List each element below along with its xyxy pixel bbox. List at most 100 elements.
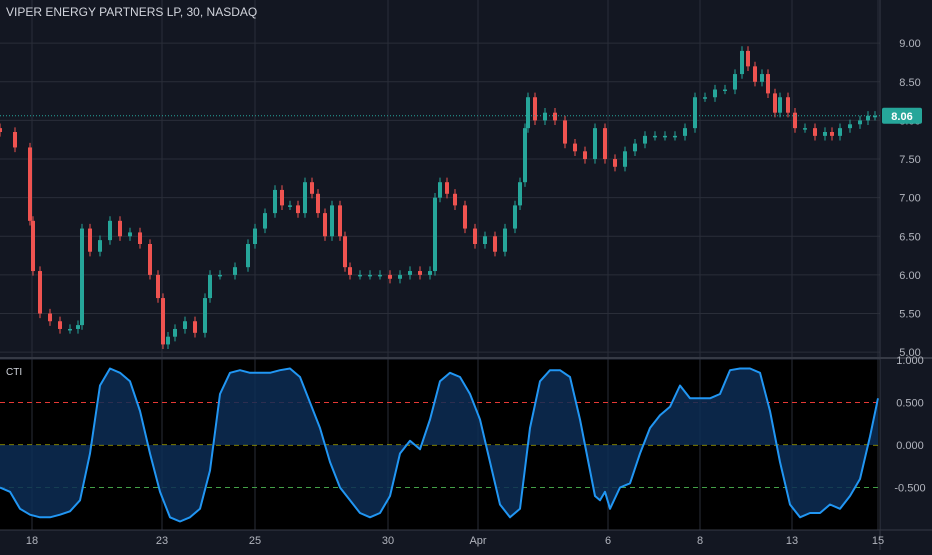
candle-body: [473, 228, 477, 244]
candle-body: [830, 132, 834, 136]
candle-body: [778, 97, 782, 113]
candle-body: [246, 244, 250, 268]
candle-body: [663, 135, 667, 138]
last-price-label: 8.06: [891, 111, 912, 123]
candle-body: [0, 128, 2, 132]
candle-body: [633, 143, 637, 152]
candle-body: [518, 182, 522, 206]
candle-body: [533, 97, 537, 121]
x-tick-label: Apr: [469, 535, 486, 547]
candle-body: [793, 112, 797, 129]
candle-body: [203, 298, 207, 333]
candle-body: [823, 132, 827, 136]
candle-body: [98, 240, 102, 252]
candle-body: [603, 128, 607, 160]
x-tick-label: 8: [697, 535, 703, 547]
indicator-label: CTI: [6, 367, 22, 378]
candle-body: [543, 112, 547, 121]
candle-body: [493, 236, 497, 252]
candle-body: [563, 120, 567, 144]
candle-body: [273, 189, 277, 214]
candle-body: [303, 182, 307, 214]
candle-body: [166, 336, 170, 345]
cti-indicator: [0, 367, 879, 523]
candle-body: [873, 115, 877, 118]
candle-body: [766, 74, 770, 94]
candle-body: [348, 267, 352, 275]
x-tick-label: 23: [156, 535, 168, 547]
candle-body: [108, 220, 112, 241]
candle-body: [593, 128, 597, 160]
price-tick-label: 6.00: [899, 270, 920, 282]
candle-body: [786, 97, 790, 113]
candle-body: [343, 236, 347, 268]
cti-area-fill: [0, 368, 878, 522]
candle-body: [773, 93, 777, 113]
candle-body: [358, 274, 362, 277]
candle-body: [583, 151, 587, 160]
candle-body: [713, 89, 717, 98]
candle-body: [161, 298, 165, 345]
price-tick-label: 6.50: [899, 231, 920, 243]
candle-body: [723, 89, 727, 92]
candle-body: [173, 328, 177, 337]
candle-body: [513, 205, 517, 229]
price-tick-label: 5.50: [899, 309, 920, 321]
candle-body: [76, 325, 80, 329]
price-tick-label: 5.00: [899, 347, 920, 359]
candle-body: [233, 267, 237, 275]
x-tick-label: 13: [786, 535, 798, 547]
candle-body: [418, 271, 422, 275]
candle-body: [526, 97, 530, 129]
price-tick-label: 7.50: [899, 154, 920, 166]
cti-line: [0, 367, 879, 523]
candle-body: [553, 112, 557, 121]
candle-body: [433, 197, 437, 272]
candle-body: [408, 271, 412, 275]
candle-body: [813, 128, 817, 136]
axes: 18232530Apr6813159.008.508.007.507.006.5…: [26, 38, 926, 547]
candle-body: [296, 205, 300, 214]
x-tick-label: 6: [605, 535, 611, 547]
candle-body: [183, 321, 187, 329]
candle-body: [388, 274, 392, 279]
candle-body: [368, 274, 372, 277]
cti-tick-label: 0.500: [896, 398, 924, 410]
price-tick-label: 9.00: [899, 38, 920, 50]
candle-body: [253, 228, 257, 244]
candle-body: [760, 74, 764, 82]
candle-body: [156, 274, 160, 299]
x-tick-label: 15: [872, 535, 884, 547]
last-price-badge: [882, 107, 922, 124]
candle-body: [803, 128, 807, 130]
candle-body: [58, 321, 62, 329]
candle-body: [643, 135, 647, 144]
candle-body: [428, 271, 432, 275]
candle-body: [848, 124, 852, 129]
candle-body: [310, 182, 314, 194]
candle-body: [118, 220, 122, 237]
candle-body: [463, 205, 467, 229]
candle-body: [753, 66, 757, 82]
candle-body: [453, 193, 457, 206]
candle-body: [208, 274, 212, 299]
candle-body: [438, 182, 442, 198]
candle-body: [740, 50, 744, 75]
candle-body: [148, 244, 152, 275]
candle-body: [88, 228, 92, 252]
candle-body: [613, 159, 617, 167]
candle-body: [523, 128, 527, 183]
candle-body: [138, 232, 142, 244]
candle-body: [330, 205, 334, 237]
price-candles: [0, 46, 880, 350]
candle-body: [483, 236, 487, 244]
candle-body: [683, 128, 687, 136]
candle-body: [623, 151, 627, 167]
candle-body: [31, 220, 35, 272]
candle-body: [280, 189, 284, 206]
candle-body: [338, 205, 342, 237]
candle-body: [445, 182, 449, 194]
candle-body: [503, 228, 507, 252]
